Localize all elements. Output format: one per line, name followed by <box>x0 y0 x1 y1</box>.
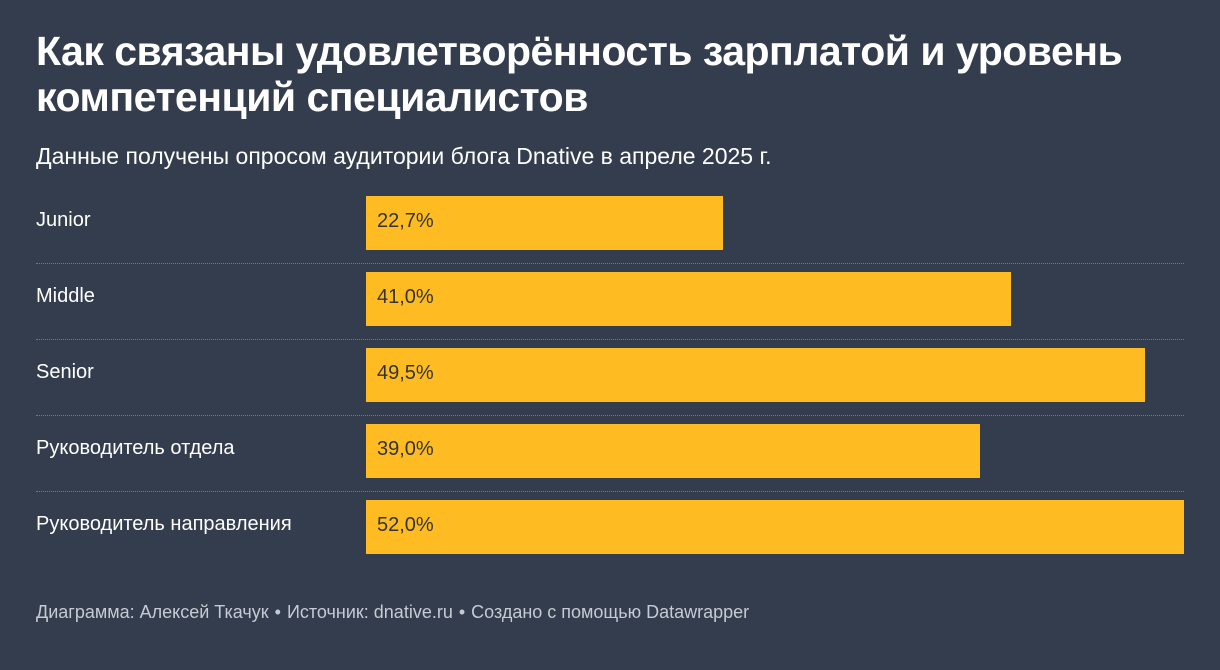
value-label: 39,0% <box>377 438 434 460</box>
bar-chart: Junior 22,7% Middle 41,0% Senior 49,5% Руковод… <box>36 188 1184 568</box>
footer-separator: • <box>274 602 281 622</box>
category-label: Middle <box>36 285 95 307</box>
category-label: Руководитель отдела <box>36 437 235 459</box>
category-label: Senior <box>36 361 94 383</box>
row-divider <box>36 415 1184 416</box>
value-label: 49,5% <box>377 362 434 384</box>
chart-title: Как связаны удовлетворённость зарплатой … <box>36 28 1123 120</box>
chart-row: Middle 41,0% <box>36 264 1184 340</box>
chart-row: Junior 22,7% <box>36 188 1184 264</box>
category-label: Junior <box>36 209 91 231</box>
bar <box>366 272 1011 326</box>
footer-tool: Создано с помощью Datawrapper <box>471 602 750 622</box>
value-label: 52,0% <box>377 514 434 536</box>
bar <box>366 196 723 250</box>
footer-source: Источник: dnative.ru <box>286 602 453 622</box>
category-label: Руководитель направления <box>36 513 292 535</box>
value-label: 41,0% <box>377 286 434 308</box>
bar <box>366 348 1145 402</box>
chart-row: Руководитель направления 52,0% <box>36 492 1184 568</box>
bar <box>366 424 980 478</box>
value-label: 22,7% <box>377 210 434 232</box>
chart-footer: Диаграмма: Алексей Ткачук • Источник: dnat… <box>36 600 749 624</box>
bar <box>366 500 1184 554</box>
chart-subtitle: Данные получены опросом аудитории блога … <box>36 143 772 169</box>
footer-separator: • <box>458 602 466 622</box>
row-divider <box>36 263 1184 264</box>
row-divider <box>36 339 1184 340</box>
chart-row: Руководитель отдела 39,0% <box>36 416 1184 492</box>
row-divider <box>36 491 1184 492</box>
footer-credit: Диаграмма: Алексей Ткачук <box>36 602 269 622</box>
chart-row: Senior 49,5% <box>36 340 1184 416</box>
